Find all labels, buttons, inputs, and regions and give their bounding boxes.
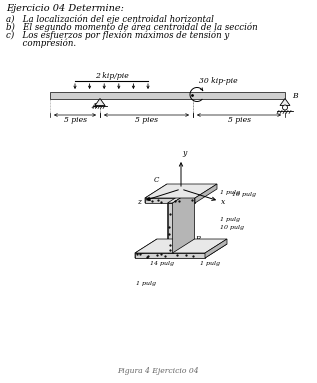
Text: y: y [182, 149, 186, 157]
Text: z: z [137, 198, 141, 206]
Text: 1 pulg: 1 pulg [200, 261, 220, 266]
Polygon shape [167, 189, 195, 203]
Text: compresión.: compresión. [6, 39, 76, 49]
Polygon shape [195, 184, 217, 203]
Text: x: x [221, 198, 225, 206]
Text: 5 pies: 5 pies [63, 116, 87, 124]
Text: B: B [292, 92, 298, 100]
Text: A: A [191, 187, 196, 195]
Text: 5 pies: 5 pies [135, 116, 158, 124]
Text: 1 pulg: 1 pulg [136, 281, 156, 286]
Polygon shape [280, 98, 290, 105]
Text: b)   El segundo momento de área centroidal de la sección: b) El segundo momento de área centroidal… [6, 23, 258, 33]
Text: Figura 4 Ejercicio 04: Figura 4 Ejercicio 04 [117, 367, 199, 375]
Polygon shape [135, 244, 227, 258]
Polygon shape [135, 239, 157, 258]
Polygon shape [172, 189, 195, 253]
Text: C: C [154, 176, 159, 184]
Text: 10 pulg: 10 pulg [232, 192, 256, 197]
Polygon shape [167, 189, 190, 253]
Text: 2 kip/pie: 2 kip/pie [95, 72, 128, 80]
Text: 14 pulg: 14 pulg [150, 261, 174, 266]
Polygon shape [95, 98, 105, 105]
Text: 1 pulg: 1 pulg [220, 216, 240, 221]
Polygon shape [135, 253, 205, 258]
Text: c)   Los esfuerzos por flexión máximos de tensión y: c) Los esfuerzos por flexión máximos de … [6, 31, 229, 41]
Text: 1 pulg: 1 pulg [220, 190, 240, 195]
Text: A: A [92, 103, 97, 111]
Polygon shape [135, 239, 227, 253]
Polygon shape [145, 198, 195, 203]
Polygon shape [167, 203, 172, 253]
Text: a)   La localización del eje centroidal horizontal: a) La localización del eje centroidal ho… [6, 15, 214, 25]
Text: Ejercicio 04 Determine:: Ejercicio 04 Determine: [6, 4, 124, 13]
Bar [50, 92, 285, 98]
Text: 5 pies: 5 pies [228, 116, 250, 124]
Text: B: B [196, 235, 201, 243]
Polygon shape [205, 239, 227, 258]
Text: 30 kip-pie: 30 kip-pie [199, 77, 238, 85]
Polygon shape [145, 184, 217, 198]
Text: 10 pulg: 10 pulg [220, 224, 244, 229]
Circle shape [282, 105, 288, 110]
Polygon shape [145, 184, 167, 203]
